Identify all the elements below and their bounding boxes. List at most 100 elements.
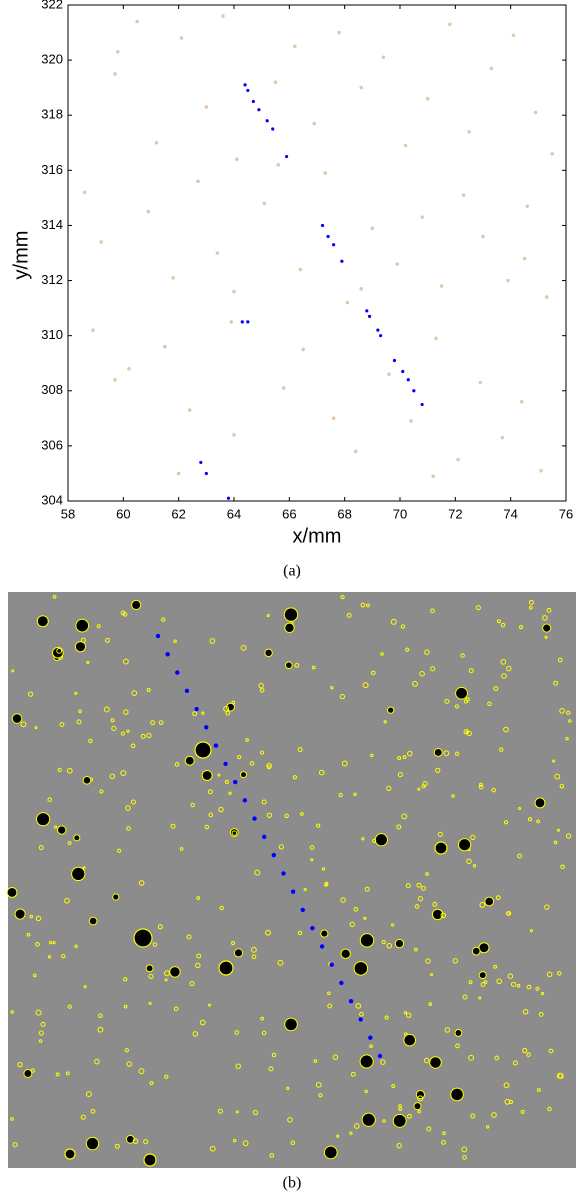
particle — [10, 1117, 14, 1121]
particle — [346, 612, 352, 618]
particle — [340, 897, 346, 903]
particle — [391, 1084, 396, 1088]
particle — [402, 755, 407, 760]
particle — [146, 688, 151, 692]
particle — [452, 958, 458, 964]
particle — [179, 847, 184, 851]
particle — [495, 895, 501, 901]
particle — [380, 1059, 386, 1065]
particle — [318, 1093, 323, 1098]
particle — [240, 644, 247, 651]
point — [420, 402, 424, 407]
particle — [364, 886, 370, 892]
particle — [478, 782, 483, 787]
particle — [6, 887, 18, 898]
point — [456, 457, 460, 462]
point — [506, 278, 510, 283]
particle — [405, 883, 411, 889]
particle — [442, 1131, 446, 1135]
point — [409, 419, 413, 423]
point — [420, 215, 424, 219]
particle — [146, 732, 152, 739]
point — [179, 36, 184, 40]
particle — [284, 622, 295, 634]
particle — [431, 908, 444, 921]
particle — [556, 1072, 563, 1079]
particle — [130, 799, 136, 805]
particle — [138, 1068, 145, 1075]
point — [367, 314, 372, 318]
particle — [546, 607, 552, 613]
particle — [259, 750, 265, 755]
particle — [350, 1071, 356, 1077]
particle — [536, 819, 541, 824]
particle — [353, 906, 359, 912]
particle — [186, 934, 192, 940]
tracer — [377, 1053, 383, 1059]
particle — [148, 973, 154, 980]
particle — [478, 942, 490, 954]
particle — [341, 760, 348, 767]
particle — [32, 973, 37, 978]
x-axis-label: x/mm — [293, 525, 342, 547]
particle — [496, 978, 503, 985]
particle — [568, 719, 572, 723]
particle — [349, 1131, 353, 1135]
particle — [217, 773, 221, 777]
point — [163, 344, 167, 349]
particle — [416, 882, 422, 888]
y-tick-label: 304 — [41, 492, 63, 507]
particle — [471, 946, 481, 956]
point — [135, 19, 139, 24]
particle — [149, 1081, 154, 1086]
particle — [396, 824, 402, 830]
particle — [192, 1031, 199, 1037]
point — [359, 287, 364, 291]
particle — [145, 964, 154, 973]
particle — [218, 806, 224, 813]
particle — [158, 720, 164, 725]
point — [246, 88, 250, 93]
particle — [553, 840, 558, 845]
particle — [560, 864, 565, 870]
particle — [35, 941, 40, 947]
particle — [260, 1016, 265, 1021]
tracer — [368, 1035, 373, 1040]
particle — [284, 813, 289, 819]
particle — [67, 841, 72, 845]
particle — [254, 869, 261, 876]
particle — [86, 660, 90, 665]
tracer — [252, 816, 257, 821]
x-tick-label: 58 — [61, 506, 75, 521]
particle — [170, 823, 176, 829]
point — [370, 226, 375, 230]
point — [215, 251, 220, 255]
particle — [553, 680, 559, 686]
particle — [250, 946, 257, 953]
point — [146, 209, 151, 214]
particle — [126, 826, 131, 831]
panel-label: (b) — [283, 1175, 302, 1192]
particle — [361, 837, 365, 841]
particle — [234, 1030, 240, 1035]
particle — [330, 686, 334, 690]
particle — [209, 638, 216, 644]
point — [221, 14, 225, 18]
particle — [313, 1059, 318, 1063]
particle — [228, 791, 232, 795]
point — [226, 496, 231, 500]
particle — [340, 948, 351, 960]
particle — [472, 864, 477, 868]
particle — [85, 1136, 100, 1151]
tracer — [233, 779, 238, 785]
particle — [310, 858, 314, 862]
tracer — [348, 999, 354, 1004]
particle — [138, 880, 145, 886]
particle — [370, 753, 374, 758]
particle — [109, 773, 116, 780]
particle — [557, 657, 563, 663]
particle — [461, 1146, 468, 1153]
y-tick-label: 312 — [41, 272, 63, 287]
particle — [261, 1030, 267, 1036]
point — [403, 143, 408, 148]
